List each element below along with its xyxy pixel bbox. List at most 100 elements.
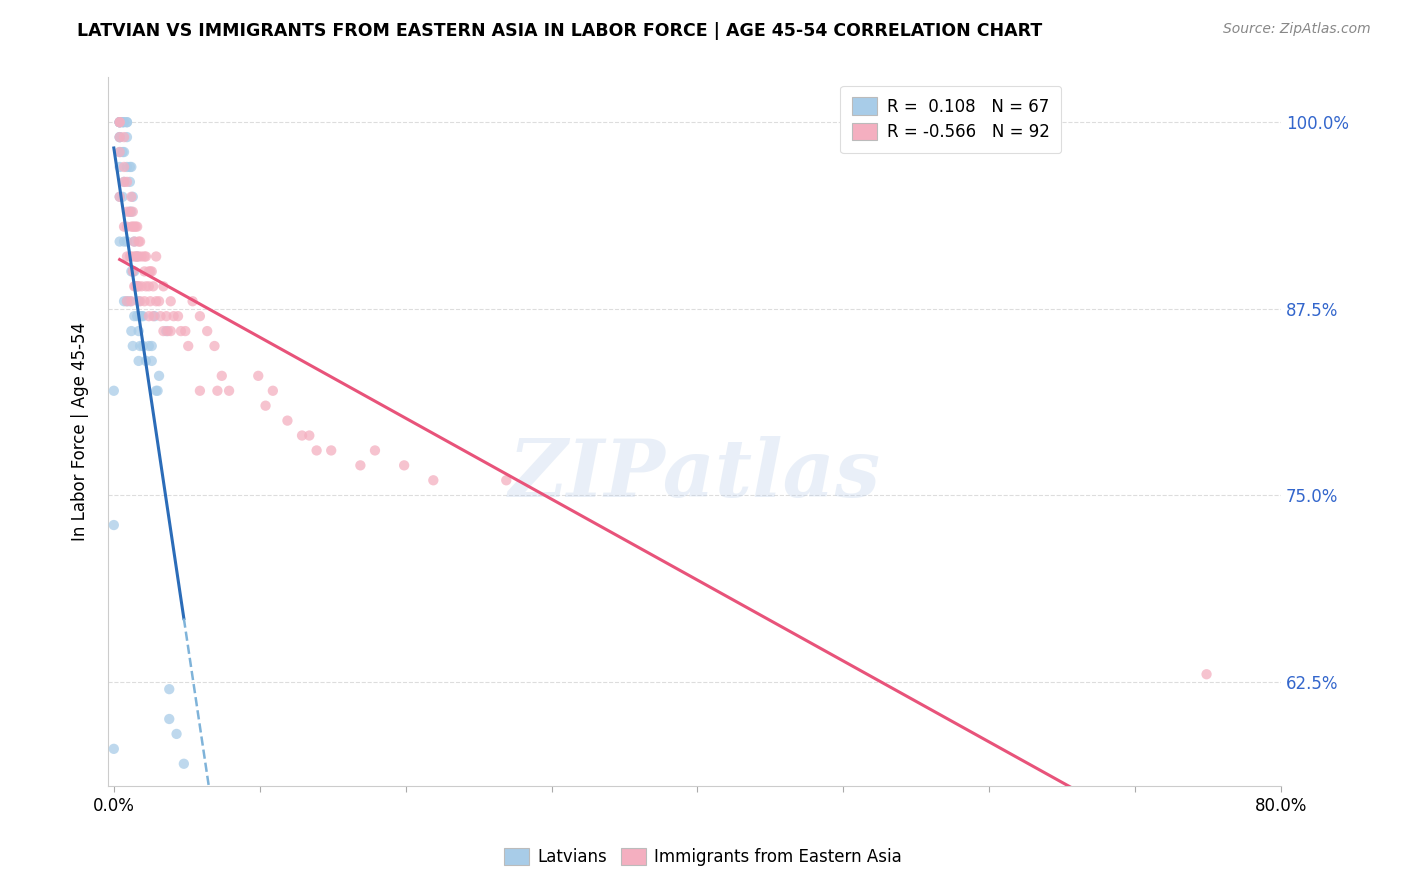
Point [138,309,160,323]
Point [142,309,165,323]
Point [145,384,167,398]
Text: Source: ZipAtlas.com: Source: ZipAtlas.com [1223,22,1371,37]
Point [157,682,180,697]
Point [112,294,135,309]
Point [321,443,343,458]
Point [120,264,142,278]
Point [115,115,138,129]
Point [128,279,150,293]
Point [155,309,177,323]
Point [141,264,163,278]
Point [204,339,226,353]
Point [115,160,138,174]
Point [132,339,155,353]
Point [112,175,135,189]
Point [118,160,141,174]
Point [254,399,277,413]
Point [120,160,142,174]
Point [166,727,188,741]
Point [127,309,149,323]
Point [111,115,134,129]
Point [135,279,157,293]
Point [121,264,143,278]
Point [127,279,149,293]
Point [111,190,134,204]
Point [111,115,134,129]
Point [115,219,138,234]
Point [115,235,138,249]
Text: ZIPatlas: ZIPatlas [509,435,880,513]
Y-axis label: In Labor Force | Age 45-54: In Labor Force | Age 45-54 [72,322,89,541]
Point [139,294,162,309]
Point [131,279,153,293]
Point [195,324,218,338]
Point [128,354,150,368]
Point [181,294,204,309]
Point [141,339,163,353]
Point [122,235,145,249]
Point [125,219,148,234]
Point [115,115,138,129]
Point [392,458,415,473]
Point [108,160,131,174]
Point [177,339,200,353]
Point [108,115,131,129]
Point [122,309,145,323]
Point [108,115,131,129]
Point [112,219,135,234]
Point [291,428,314,442]
Point [135,354,157,368]
Point [121,264,143,278]
Point [364,443,387,458]
Point [135,250,157,264]
Point [118,204,141,219]
Point [159,324,181,338]
Point [108,115,131,129]
Point [108,190,131,204]
Point [121,190,143,204]
Point [127,219,149,234]
Point [112,115,135,129]
Point [207,384,229,398]
Point [149,309,172,323]
Point [1195,667,1218,681]
Point [134,294,156,309]
Point [145,250,167,264]
Point [148,368,170,383]
Point [131,309,153,323]
Point [115,294,138,309]
Point [115,250,138,264]
Point [298,428,321,442]
Point [138,279,160,293]
Point [108,190,131,204]
Point [122,250,145,264]
Point [155,324,177,338]
Point [108,115,131,129]
Point [108,130,131,145]
Point [112,145,135,159]
Point [112,160,135,174]
Point [121,219,143,234]
Point [115,204,138,219]
Point [132,309,155,323]
Point [128,324,150,338]
Point [108,130,131,145]
Point [134,250,156,264]
Point [118,250,141,264]
Point [145,294,167,309]
Point [112,130,135,145]
Point [122,235,145,249]
Point [211,368,233,383]
Point [262,384,284,398]
Point [125,279,148,293]
Point [108,145,131,159]
Point [349,458,371,473]
Point [108,130,131,145]
Point [103,742,125,756]
Point [120,204,142,219]
Point [276,414,298,428]
Point [128,250,150,264]
Point [115,294,138,309]
Point [122,279,145,293]
Point [120,324,142,338]
